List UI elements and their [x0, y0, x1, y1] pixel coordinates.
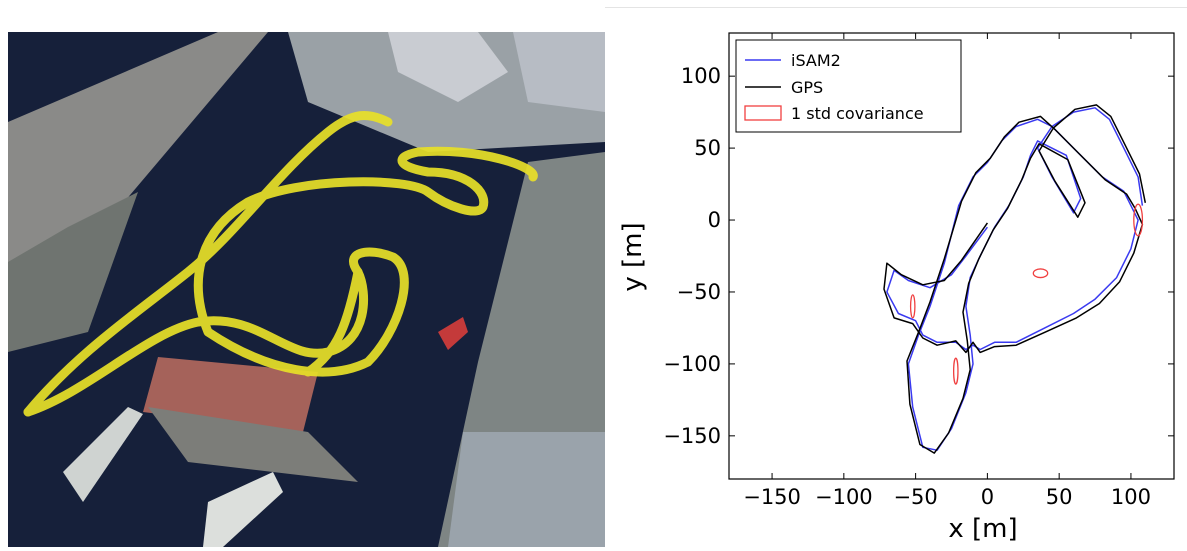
aerial-harbor-photo: [8, 32, 605, 547]
legend: iSAM2 GPS 1 std covariance: [735, 39, 962, 133]
covariance-ellipse: [909, 294, 916, 319]
y-axis-label: y [m]: [618, 222, 648, 291]
legend-box: [735, 39, 962, 133]
x-tick-label: 0: [981, 485, 994, 509]
y-tick-label: 50: [694, 136, 721, 160]
y-tick-label: 0: [708, 208, 721, 232]
plot-frame: [728, 32, 1175, 480]
left-quay-road: [8, 192, 138, 352]
pier-platform: [148, 407, 358, 482]
red-boat: [438, 317, 468, 350]
y-tick-label: −100: [663, 352, 721, 376]
white-yacht: [203, 472, 283, 547]
legend-gps-label: GPS: [791, 78, 823, 97]
trajectory-inner: [303, 267, 363, 377]
covariance-ellipse: [1032, 268, 1049, 279]
trajectory-loop-upper: [23, 146, 538, 417]
right-office-building: [448, 432, 605, 547]
x-tick-label: −50: [893, 485, 937, 509]
x-tick-label: −150: [743, 485, 801, 509]
x-tick-label: −100: [815, 485, 873, 509]
x-axis-label: x [m]: [948, 514, 1017, 544]
trajectory-plot: −150 −100 −50 0 50 100 −150 −100 −50 0 50 100 iSAM2…: [605, 0, 1187, 547]
series-gps-line: [883, 104, 1147, 454]
tower-building: [513, 32, 605, 112]
legend-covariance-swatch: [744, 105, 782, 121]
legend-covariance-label: 1 std covariance: [791, 104, 924, 123]
drone-trajectory-tube: [23, 110, 538, 417]
panel-top-border: [605, 7, 1187, 8]
covariance-ellipse: [1133, 203, 1144, 237]
legend-isam2-label: iSAM2: [791, 51, 841, 70]
hotel-building: [388, 32, 508, 102]
x-tick-label: 100: [1111, 485, 1151, 509]
y-tick-label: −50: [677, 280, 721, 304]
x-tick-label: 50: [1046, 485, 1073, 509]
y-tick-label: 100: [681, 64, 721, 88]
ferry-boat: [63, 407, 143, 502]
trajectory-loop-left: [23, 110, 393, 417]
series-isam2-line: [886, 107, 1144, 451]
covariance-ellipse: [953, 357, 959, 385]
y-tick-label: −150: [663, 424, 721, 448]
